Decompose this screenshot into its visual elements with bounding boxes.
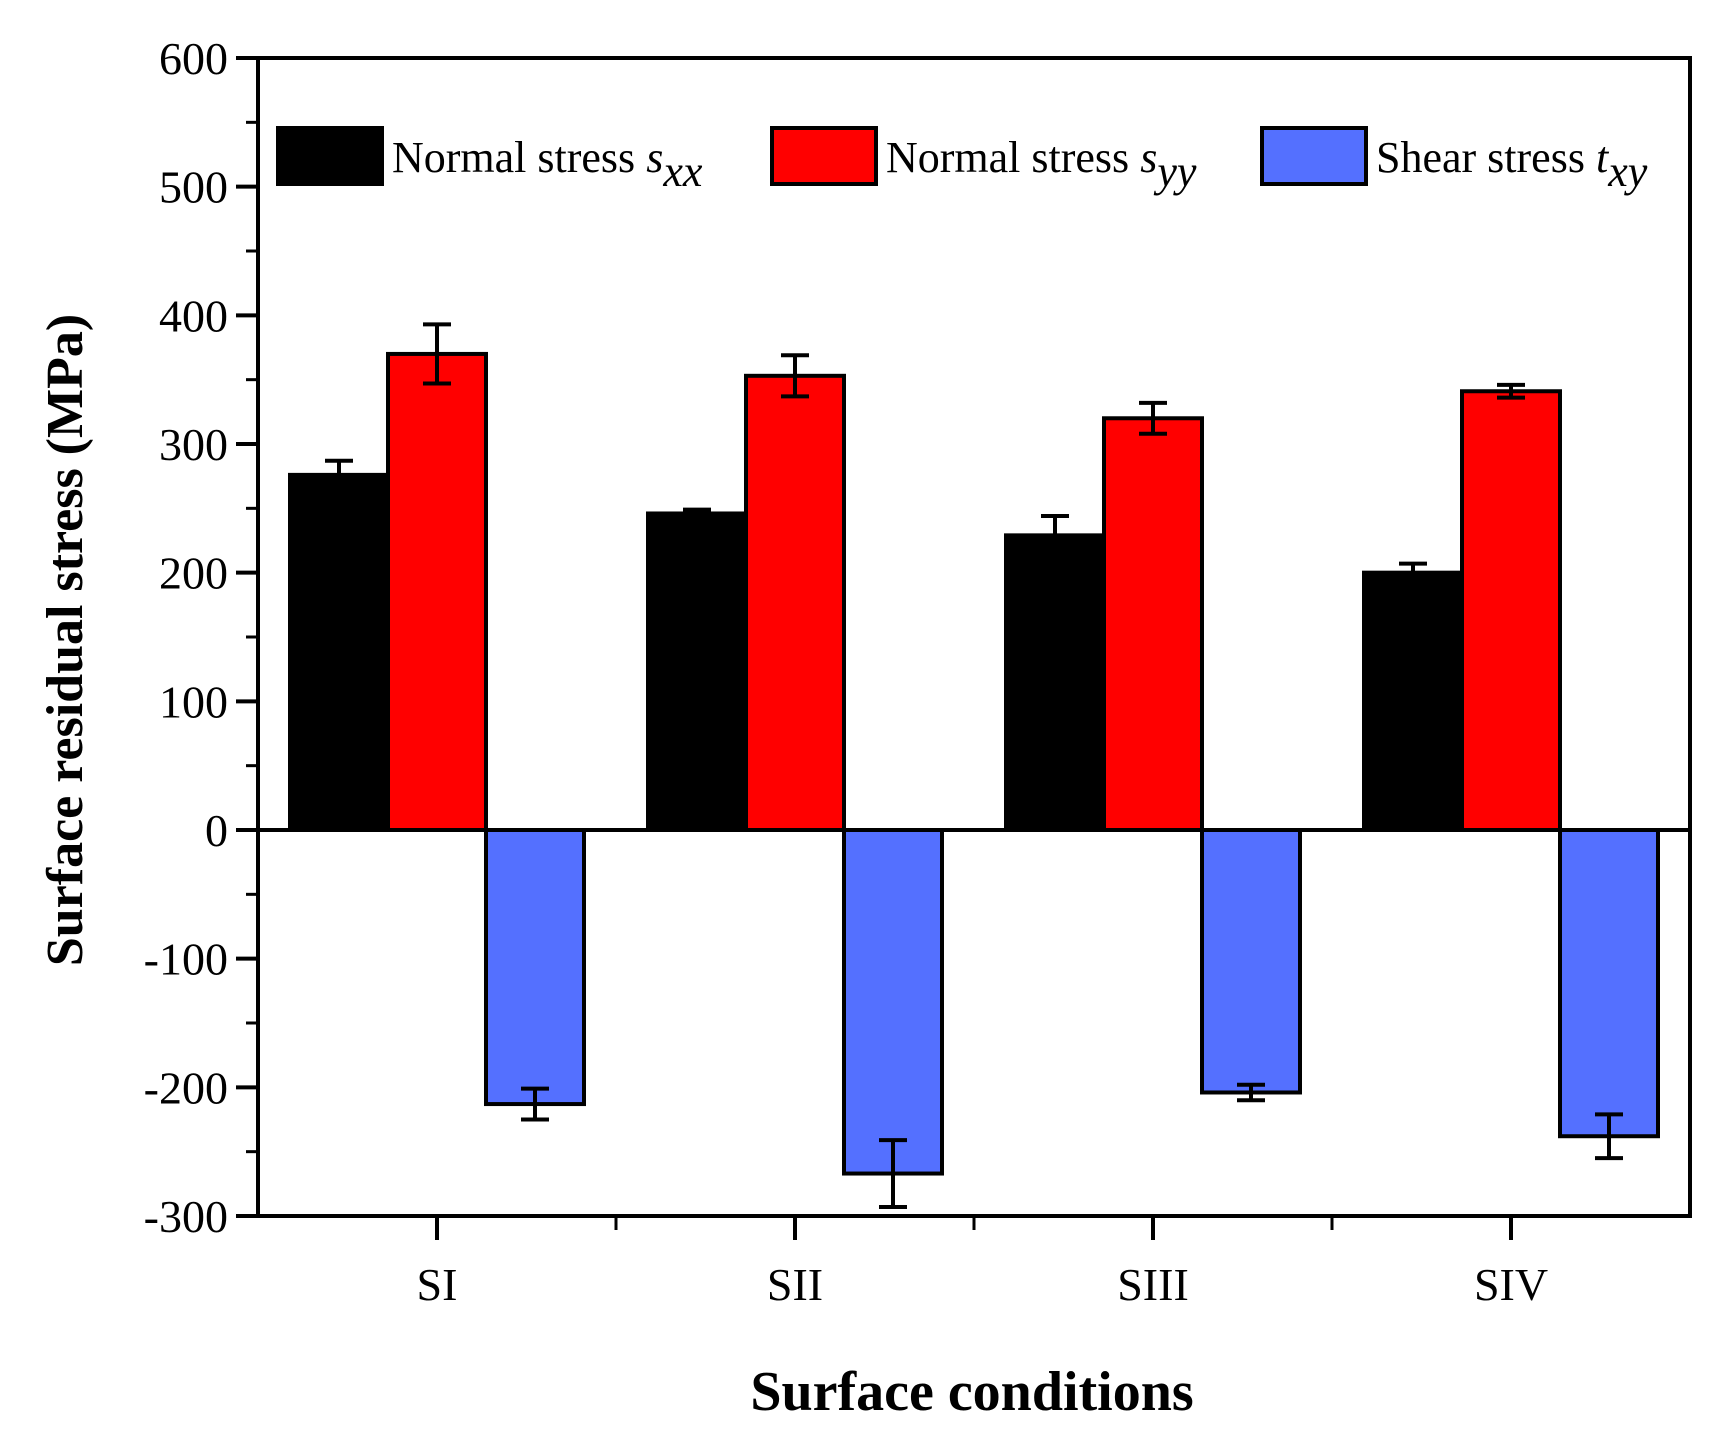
bar (842, 828, 944, 1176)
bar (744, 373, 846, 832)
x-tick-label: SIII (1117, 1259, 1189, 1310)
y-tick-label: -300 (144, 1191, 228, 1242)
y-axis-title: Surface residual stress (MPa) (37, 314, 94, 966)
y-tick-label: 600 (159, 33, 228, 84)
y-tick-label: -200 (144, 1062, 228, 1113)
y-tick-label: 300 (159, 419, 228, 470)
legend: Normal stress sxx Normal stress syy Shear … (276, 126, 1648, 196)
y-tick-label: 200 (159, 548, 228, 599)
bar (1102, 416, 1204, 832)
y-tick-label: -100 (144, 934, 228, 985)
bar (1200, 828, 1302, 1095)
x-tick-label: SI (417, 1259, 458, 1310)
y-tick-label: 400 (159, 290, 228, 341)
legend-swatch (1260, 126, 1368, 186)
legend-label: Normal stress sxx (392, 133, 703, 196)
bar (1460, 389, 1562, 832)
bar (484, 828, 586, 1107)
plot-area: -300 -200 -100 0 100 200 300 400 500 600 SI SII SIII… (144, 33, 1692, 1310)
x-tick-label: SIV (1474, 1259, 1548, 1310)
y-tick-label: 500 (159, 162, 228, 213)
legend-swatch (770, 126, 878, 186)
legend-swatch (276, 126, 384, 186)
legend-label: Shear stress txy (1376, 133, 1648, 196)
y-tick-label: 100 (159, 676, 228, 727)
bar (1558, 828, 1660, 1139)
bar (288, 472, 390, 832)
bar (1362, 570, 1464, 833)
y-tick-label: 0 (205, 805, 228, 856)
legend-label: Normal stress syy (886, 133, 1197, 196)
bar (646, 511, 748, 832)
bar (386, 351, 488, 832)
x-axis-title: Surface conditions (750, 1361, 1193, 1423)
x-tick-label: SII (767, 1259, 823, 1310)
bar (1004, 533, 1106, 832)
